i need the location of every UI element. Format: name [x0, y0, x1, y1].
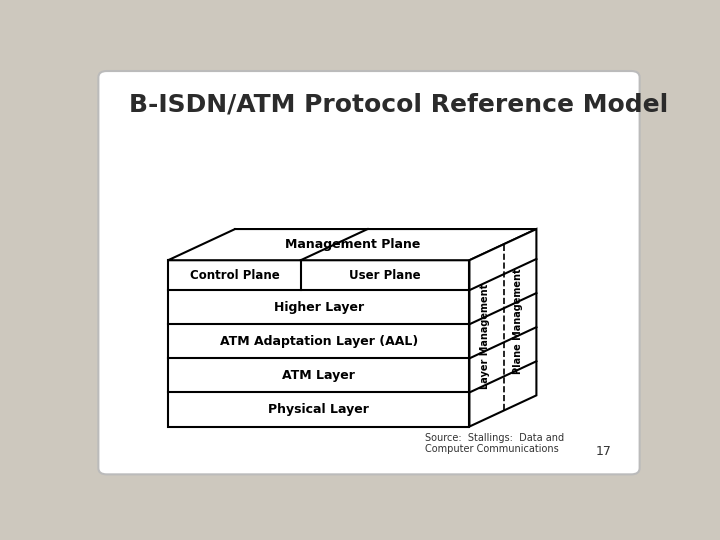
- Text: ATM Adaptation Layer (AAL): ATM Adaptation Layer (AAL): [220, 335, 418, 348]
- Text: User Plane: User Plane: [349, 269, 421, 282]
- Text: Layer Management: Layer Management: [480, 284, 490, 389]
- Text: Higher Layer: Higher Layer: [274, 301, 364, 314]
- Text: Control Plane: Control Plane: [189, 269, 279, 282]
- Text: B-ISDN/ATM Protocol Reference Model: B-ISDN/ATM Protocol Reference Model: [129, 92, 668, 116]
- Polygon shape: [168, 260, 469, 427]
- Polygon shape: [168, 229, 536, 260]
- Text: Management Plane: Management Plane: [284, 238, 420, 251]
- Polygon shape: [469, 229, 536, 427]
- Text: Physical Layer: Physical Layer: [269, 403, 369, 416]
- Text: ATM Layer: ATM Layer: [282, 369, 355, 382]
- Text: Plane Management: Plane Management: [513, 268, 523, 374]
- Text: 17: 17: [596, 445, 612, 458]
- Text: Source:  Stallings:  Data and
Computer Communications: Source: Stallings: Data and Computer Com…: [425, 433, 564, 454]
